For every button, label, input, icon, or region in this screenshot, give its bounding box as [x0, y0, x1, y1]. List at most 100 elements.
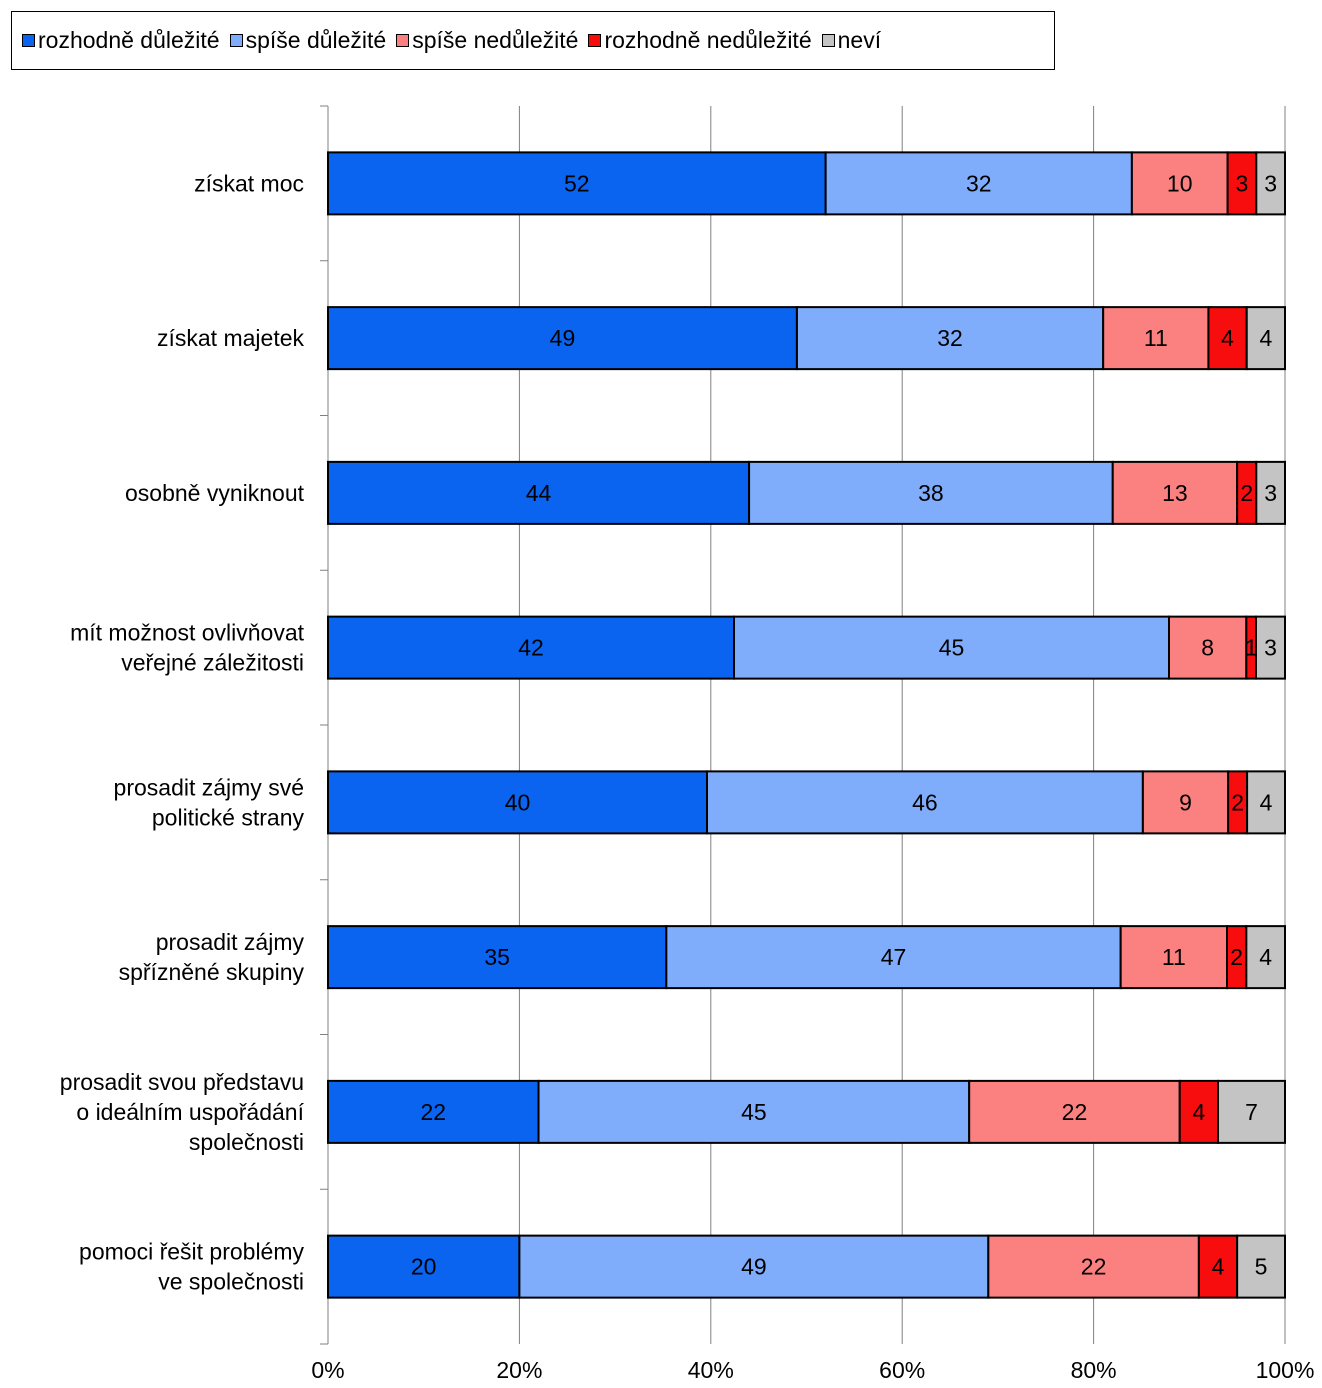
bar-segment [1245, 306, 1286, 371]
category-label: získat moc [194, 170, 304, 196]
bar-segment [537, 1079, 971, 1144]
data-label: 2 [1240, 480, 1253, 506]
data-label: 7 [1245, 1099, 1258, 1125]
data-label: 2 [1230, 944, 1243, 970]
data-label: 38 [918, 480, 944, 506]
bar-segment [1111, 460, 1239, 525]
bar-segment [1217, 1079, 1287, 1144]
bar-segment [1246, 770, 1286, 835]
category-label: veřejné záležitosti [121, 650, 304, 676]
data-label: 22 [420, 1099, 446, 1125]
legend-swatch [229, 34, 243, 47]
data-label: 42 [518, 635, 544, 661]
legend-item: spíše nedůležité [396, 27, 578, 54]
bar-segment [327, 770, 709, 835]
legend-item: rozhodně důležité [22, 27, 220, 54]
bar-segment [1168, 615, 1248, 680]
category-label: získat majetek [157, 325, 304, 351]
x-tick-label: 60% [879, 1357, 925, 1383]
data-label: 44 [526, 480, 552, 506]
category-label: mít možnost ovlivňovat [70, 620, 305, 646]
data-label: 10 [1167, 170, 1193, 196]
data-label: 11 [1162, 944, 1186, 970]
data-label: 45 [939, 635, 965, 661]
bar-segment [733, 615, 1170, 680]
bar-segment [665, 925, 1122, 990]
bar-segment [518, 1234, 990, 1299]
data-label: 4 [1259, 944, 1272, 970]
category-label: politické strany [152, 804, 305, 830]
x-tick-label: 100% [1256, 1357, 1315, 1383]
data-label: 49 [741, 1254, 767, 1280]
legend-label: neví [837, 27, 882, 53]
category-label: osobně vyniknout [125, 480, 305, 506]
data-label: 52 [564, 170, 590, 196]
category-label: o ideálním uspořádání [76, 1099, 304, 1125]
data-label: 1 [1245, 635, 1258, 661]
bar-segment [327, 1234, 521, 1299]
x-tick-label: 20% [496, 1357, 542, 1383]
bar-segment [327, 306, 798, 371]
bar-segment [1245, 925, 1287, 990]
data-label: 49 [550, 325, 576, 351]
bar-segment [327, 925, 668, 990]
bar-segment [1236, 1234, 1287, 1299]
bar-segment [1255, 460, 1287, 525]
bar-segment [1178, 1079, 1220, 1144]
bar-segment [327, 460, 751, 525]
data-label: 9 [1179, 789, 1192, 815]
bar-segment [1197, 1234, 1239, 1299]
legend-swatch [588, 34, 602, 47]
bar-segment [1130, 151, 1229, 216]
data-label: 4 [1260, 789, 1273, 815]
category-label: společnosti [189, 1129, 304, 1155]
data-label: 4 [1192, 1099, 1205, 1125]
data-label: 11 [1144, 325, 1168, 351]
x-tick-label: 0% [311, 1357, 344, 1383]
data-label: 13 [1162, 480, 1188, 506]
legend-item: rozhodně nedůležité [588, 27, 812, 54]
legend-swatch [821, 34, 835, 47]
category-label: prosadit zájmy své [114, 774, 304, 800]
bar-segment [824, 151, 1133, 216]
bar-segment [1207, 306, 1248, 371]
data-label: 3 [1236, 170, 1249, 196]
data-label: 4 [1212, 1254, 1225, 1280]
legend-label: spíše nedůležité [412, 27, 579, 53]
bar-segment [1255, 615, 1286, 680]
data-label: 40 [505, 789, 531, 815]
bar-segment [968, 1079, 1181, 1144]
bar-segment [795, 306, 1105, 371]
legend-label: spíše důležité [245, 27, 387, 53]
data-label: 20 [411, 1254, 437, 1280]
bar-segment [748, 460, 1114, 525]
category-label: prosadit svou představu [60, 1069, 304, 1095]
data-label: 47 [881, 944, 907, 970]
category-label: prosadit zájmy [156, 929, 305, 955]
bar-segment [1255, 151, 1287, 216]
data-label: 22 [1081, 1254, 1107, 1280]
data-label: 3 [1264, 635, 1277, 661]
bar-segment [1141, 770, 1230, 835]
data-label: 46 [912, 789, 938, 815]
data-label: 4 [1259, 325, 1272, 351]
data-label: 32 [937, 325, 963, 351]
category-label: ve společnosti [158, 1269, 304, 1295]
x-tick-label: 80% [1071, 1357, 1117, 1383]
legend-swatch [22, 34, 35, 47]
data-label: 4 [1221, 325, 1234, 351]
data-label: 35 [484, 944, 510, 970]
data-label: 22 [1062, 1099, 1088, 1125]
bar-segment [327, 1079, 540, 1144]
bar-segment [1226, 151, 1258, 216]
data-label: 32 [966, 170, 992, 196]
data-label: 45 [741, 1099, 767, 1125]
data-label: 5 [1255, 1254, 1268, 1280]
category-label: spřízněné skupiny [119, 959, 305, 985]
data-label: 3 [1264, 480, 1277, 506]
legend-label: rozhodně nedůležité [604, 27, 812, 53]
legend-label: rozhodně důležité [38, 27, 220, 53]
bar-segment [1102, 306, 1210, 371]
legend: rozhodně důležité spíše důležité spíše ned… [11, 11, 1055, 70]
